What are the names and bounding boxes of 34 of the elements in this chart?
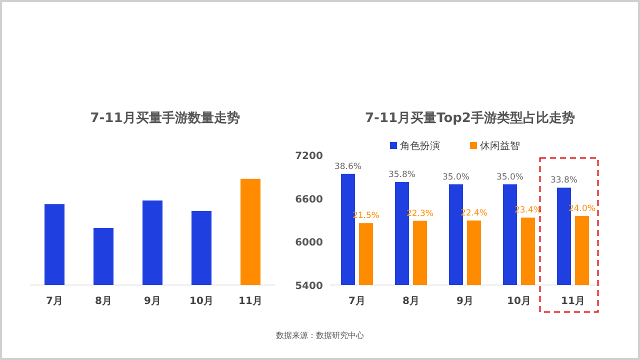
chart-title: 7-11月买量Top2手游类型占比走势 xyxy=(365,110,575,126)
bar xyxy=(449,184,463,285)
legend-label: 角色扮演 xyxy=(400,140,440,152)
y-tick-label: 5400 xyxy=(295,281,323,292)
data-label: 35.0% xyxy=(442,172,470,182)
bar xyxy=(359,223,373,285)
y-tick-label: 7200 xyxy=(295,151,323,162)
bar xyxy=(503,184,517,285)
y-tick-label: 6600 xyxy=(295,194,323,206)
data-label: 33.8% xyxy=(550,176,578,186)
x-tick-label: 10月 xyxy=(190,296,214,307)
bar xyxy=(557,188,571,285)
bar xyxy=(575,216,589,285)
bar xyxy=(467,220,481,285)
bar xyxy=(521,218,535,285)
x-tick-label: 7月 xyxy=(348,296,366,307)
x-tick-label: 11月 xyxy=(238,296,262,307)
bar xyxy=(341,174,355,285)
bar xyxy=(413,220,427,285)
x-tick-label: 9月 xyxy=(456,296,474,307)
legend-label: 休闲益智 xyxy=(480,140,520,152)
chart-title: 7-11月买量手游数量走势 xyxy=(90,110,240,126)
source-note: 数据来源：数据研究中心 xyxy=(276,331,364,340)
data-label: 38.6% xyxy=(334,162,362,172)
y-tick-label: 6000 xyxy=(295,238,323,249)
x-tick-label: 8月 xyxy=(402,296,420,307)
data-label: 35.8% xyxy=(388,170,416,180)
bar xyxy=(395,182,409,285)
x-tick-label: 7月 xyxy=(46,296,63,307)
x-tick-label: 11月 xyxy=(561,296,585,307)
x-tick-label: 9月 xyxy=(144,296,161,307)
data-label: 35.0% xyxy=(496,172,524,182)
x-tick-label: 8月 xyxy=(95,296,112,307)
x-tick-label: 10月 xyxy=(507,296,531,307)
